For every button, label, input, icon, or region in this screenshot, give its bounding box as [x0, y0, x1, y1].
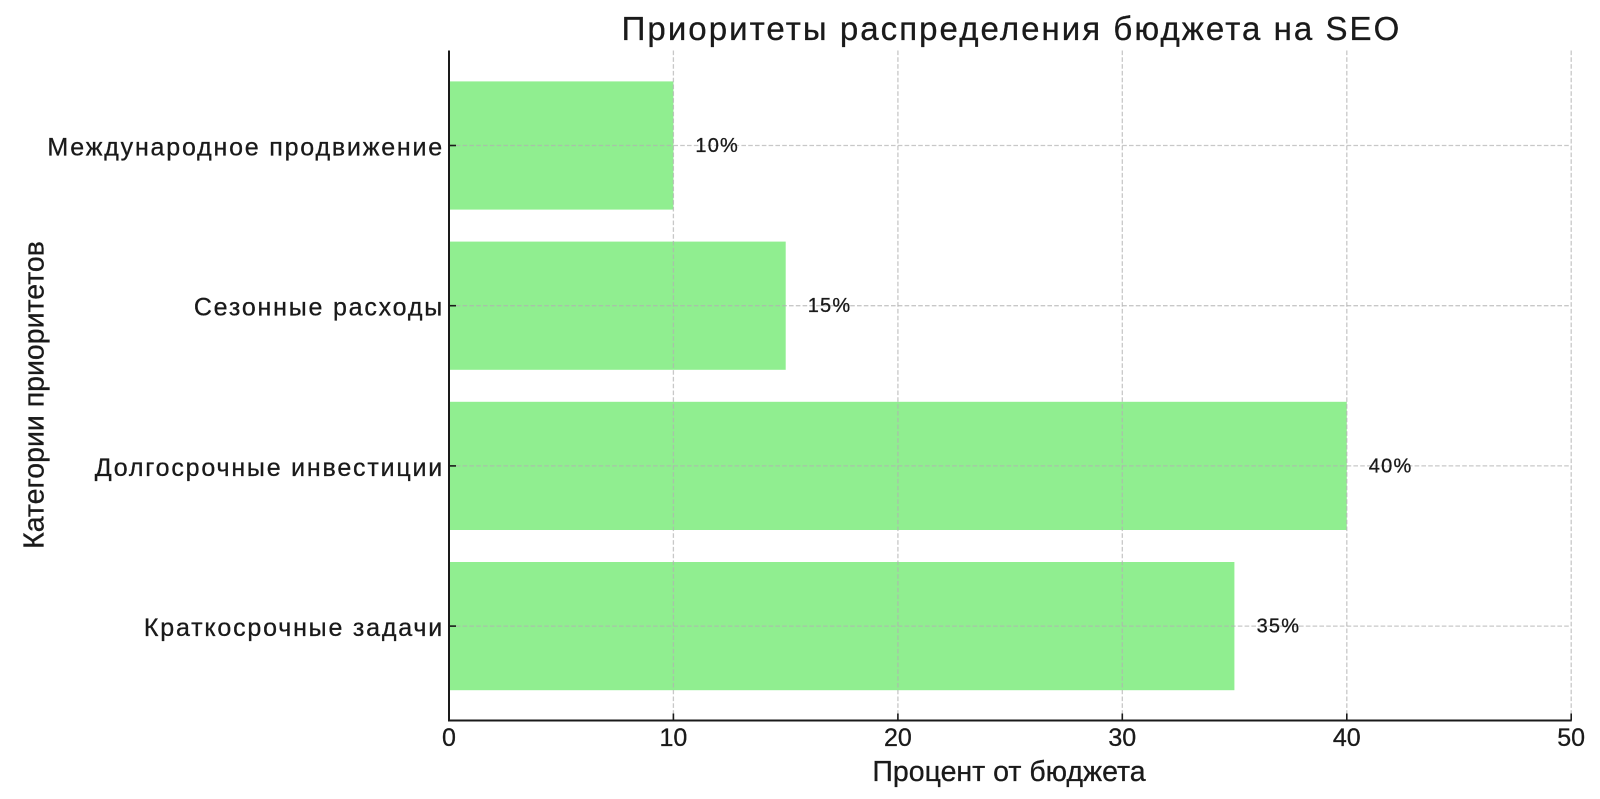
svg-text:Процент от бюджета: Процент от бюджета — [872, 756, 1145, 788]
svg-text:20: 20 — [884, 724, 912, 752]
svg-text:40: 40 — [1333, 724, 1361, 752]
svg-text:15%: 15% — [808, 295, 852, 317]
svg-text:10%: 10% — [695, 135, 739, 157]
svg-text:0: 0 — [442, 724, 456, 752]
svg-text:10: 10 — [659, 724, 687, 752]
svg-text:Краткосрочные задачи: Краткосрочные задачи — [144, 614, 444, 642]
svg-text:Приоритеты распределения бюдже: Приоритеты распределения бюджета на SEO — [622, 10, 1402, 47]
svg-text:Международное продвижение: Международное продвижение — [47, 133, 444, 161]
svg-text:Сезонные расходы: Сезонные расходы — [194, 294, 444, 322]
svg-text:35%: 35% — [1257, 616, 1301, 638]
svg-text:50: 50 — [1557, 724, 1585, 752]
svg-text:Долгосрочные инвестиции: Долгосрочные инвестиции — [95, 454, 444, 482]
svg-text:30: 30 — [1108, 724, 1136, 752]
svg-text:Категории приоритетов: Категории приоритетов — [19, 241, 51, 549]
svg-text:40%: 40% — [1369, 455, 1413, 477]
